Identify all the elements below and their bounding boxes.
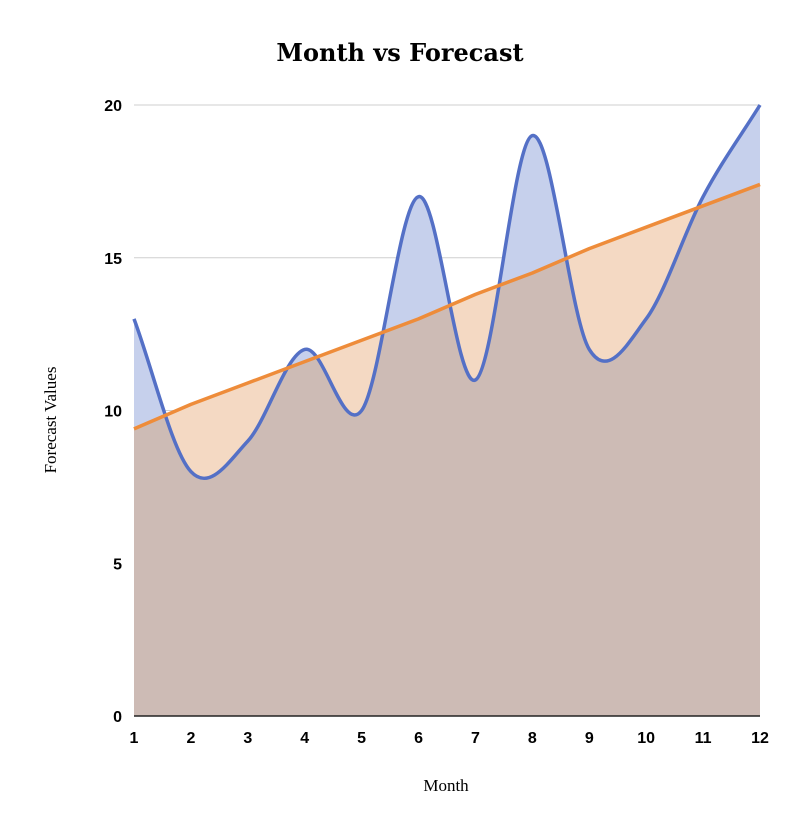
y-tick-label: 15 [104, 251, 122, 268]
x-tick-label: 5 [357, 730, 366, 747]
y-tick-label: 0 [113, 709, 122, 726]
chart-title: Month vs Forecast [276, 38, 523, 67]
series-2-line [133, 182, 761, 431]
x-tick-label: 3 [243, 730, 252, 747]
series-lines [132, 104, 762, 480]
x-tick-label: 1 [130, 730, 139, 747]
x-tick-label: 11 [695, 730, 712, 747]
x-tick-label: 6 [414, 730, 423, 747]
area-fills [134, 105, 760, 716]
x-tick-label: 9 [585, 730, 594, 747]
x-tick-label: 8 [528, 730, 537, 747]
series-1-line [132, 104, 762, 480]
y-axis-label: Forecast Values [41, 367, 60, 474]
x-tick-label: 10 [637, 730, 655, 747]
x-tick-label: 12 [751, 730, 769, 747]
y-tick-label: 20 [104, 98, 122, 115]
x-tick-label: 7 [471, 730, 480, 747]
y-tick-label: 5 [113, 556, 122, 573]
x-axis-label: Month [423, 776, 469, 795]
x-tick-label: 4 [300, 730, 309, 747]
y-tick-label: 10 [104, 404, 122, 421]
x-tick-label: 2 [186, 730, 195, 747]
